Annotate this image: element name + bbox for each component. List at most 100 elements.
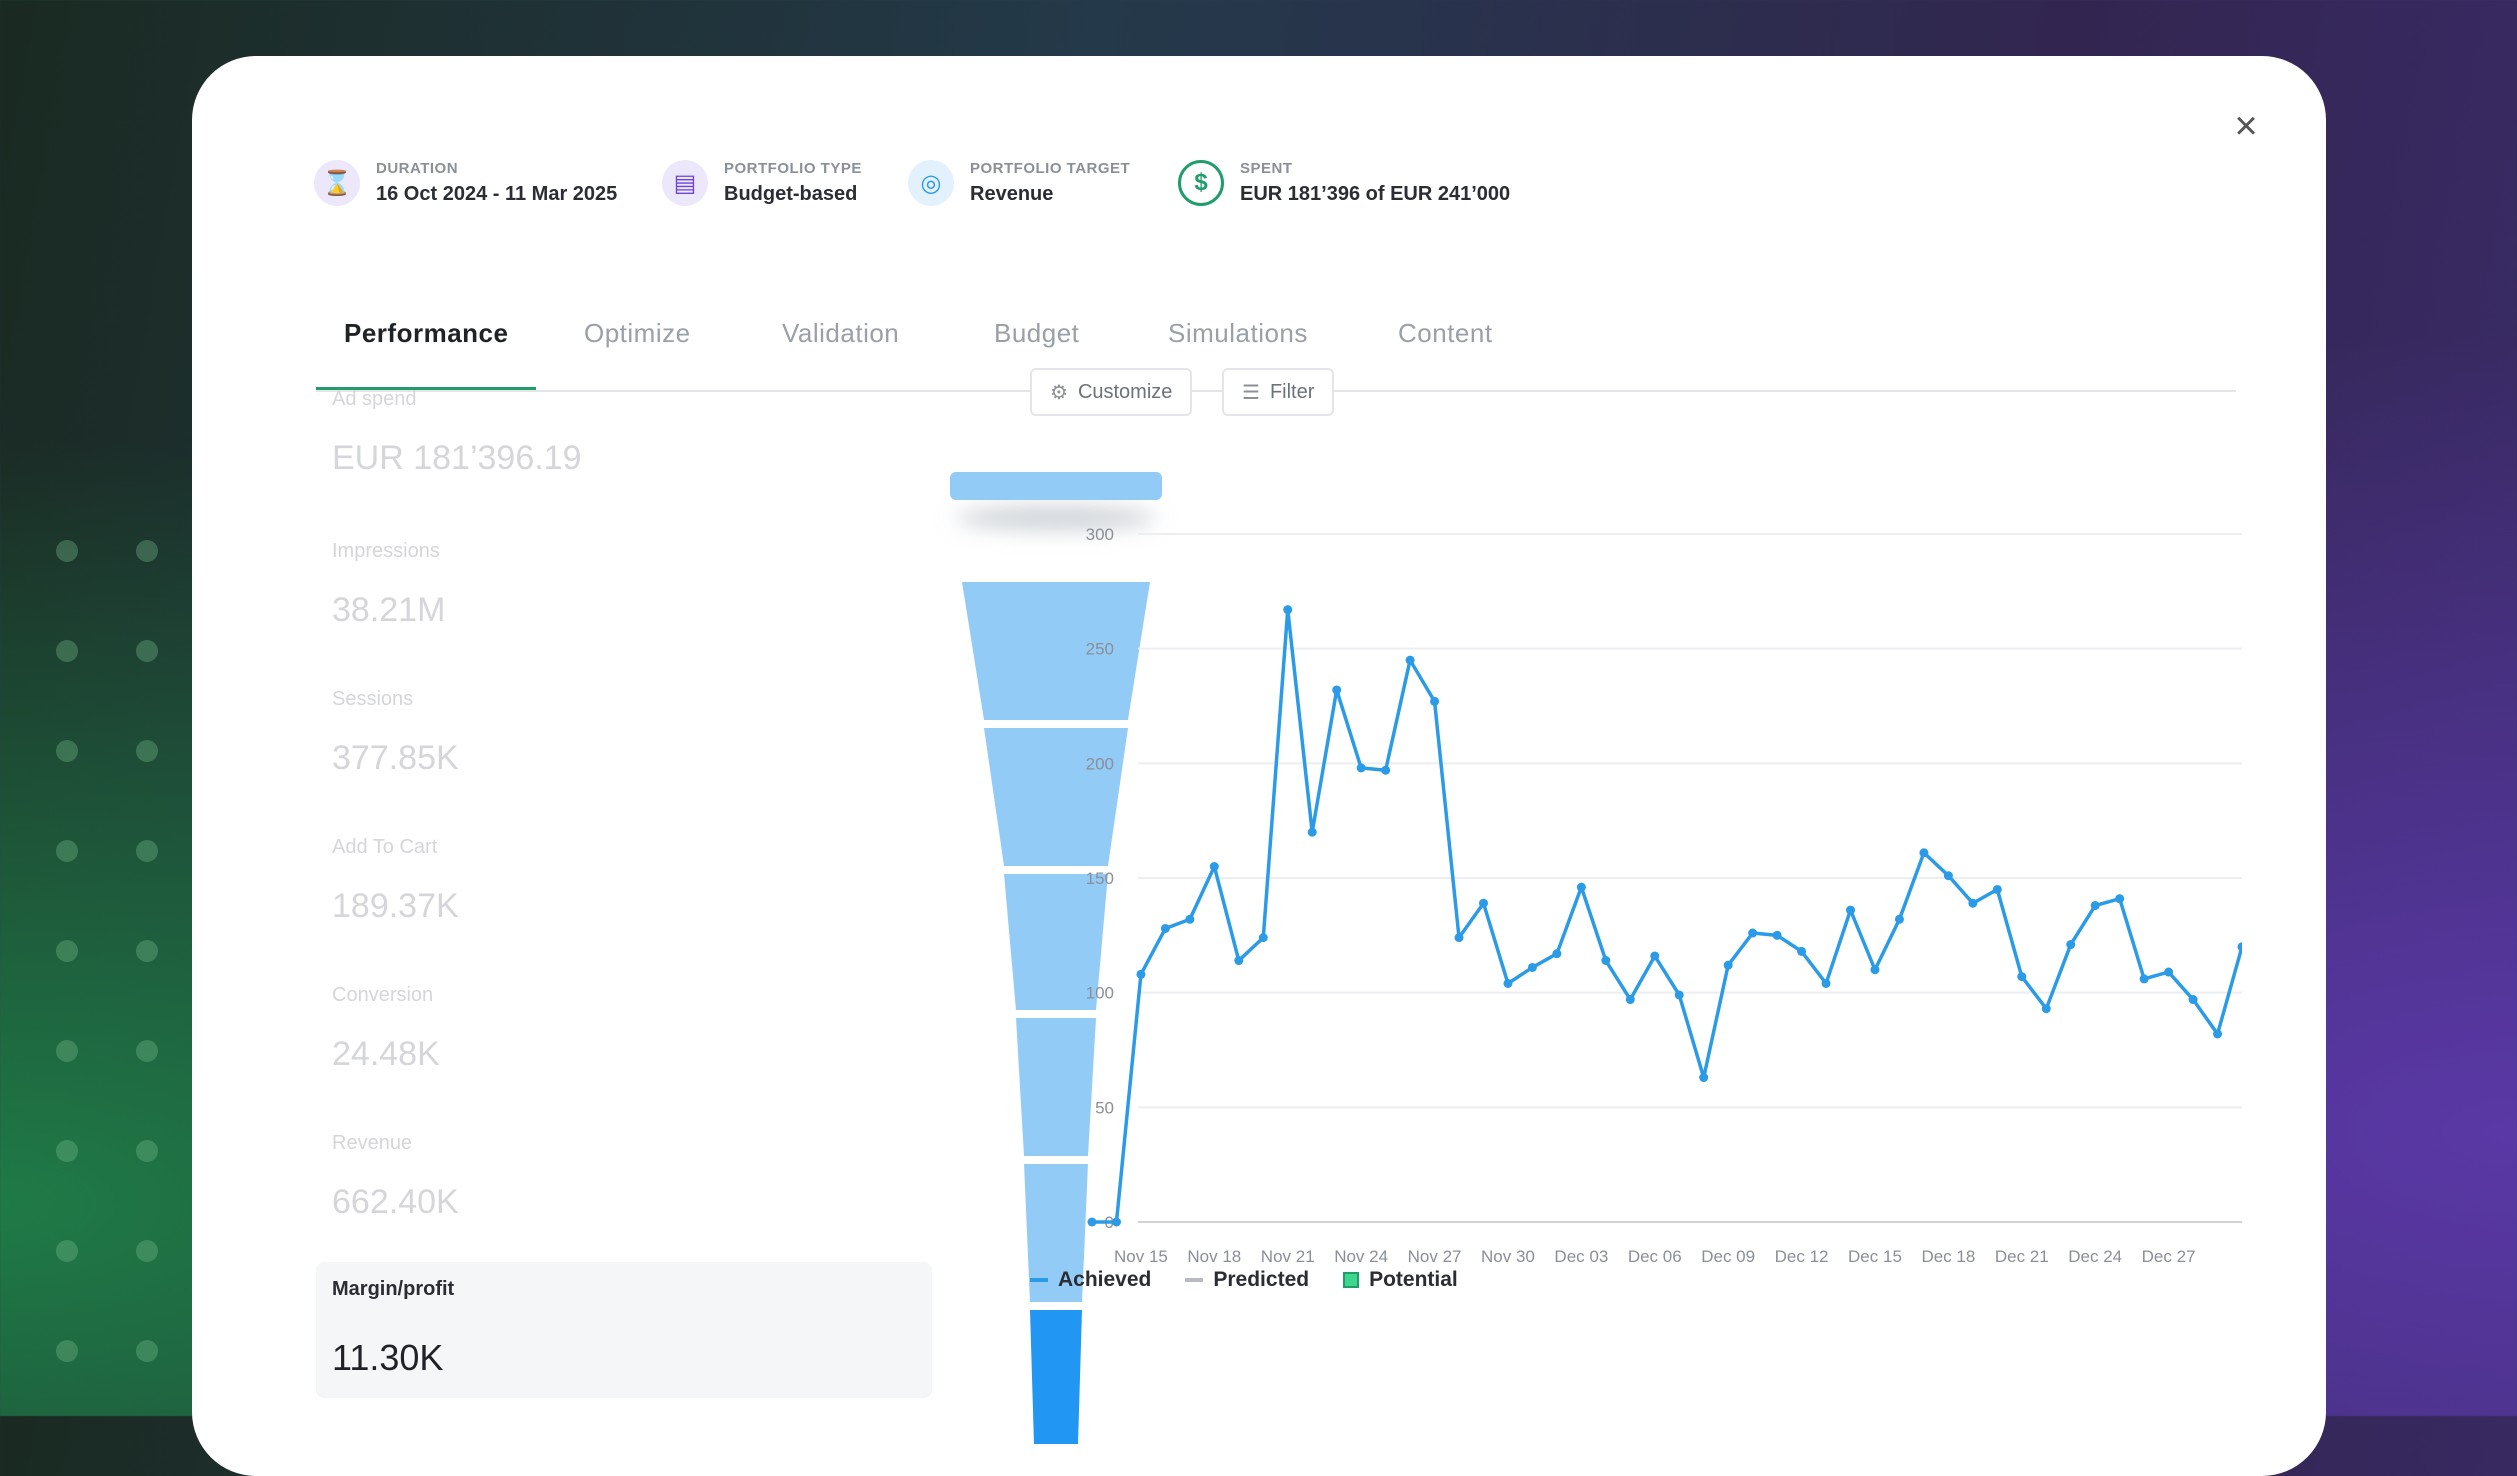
data-point[interactable] (2066, 940, 2076, 950)
funnel-segment-impressions (962, 582, 1150, 720)
data-point[interactable] (1748, 928, 1758, 938)
legend-achieved[interactable]: Achieved (1030, 1268, 1151, 1292)
metric-name: Sessions (332, 688, 414, 710)
data-point[interactable] (2017, 972, 2027, 982)
metric-impressions[interactable]: Impressions 38.21M (332, 540, 752, 630)
data-point[interactable] (1870, 965, 1880, 975)
legend-predicted[interactable]: Predicted (1185, 1268, 1309, 1292)
metric-conversion[interactable]: Conversion 24.48K (332, 984, 752, 1074)
metric-name: Impressions (332, 540, 440, 562)
x-tick-label: Nov 21 (1261, 1247, 1315, 1266)
data-point[interactable] (1356, 763, 1366, 773)
data-point[interactable] (1968, 898, 1978, 908)
tab-optimize[interactable]: Optimize (584, 317, 691, 348)
filter-label: Filter (1269, 380, 1315, 403)
data-point[interactable] (2213, 1029, 2223, 1039)
data-point[interactable] (1087, 1217, 1097, 1227)
gear-icon: ⚙ (1050, 381, 1068, 404)
meta-label: PORTFOLIO TYPE (724, 160, 862, 177)
data-point[interactable] (2237, 942, 2243, 952)
meta-value: EUR 181’396 of EUR 241’000 (1240, 183, 1511, 205)
data-point[interactable] (1797, 946, 1807, 956)
data-point[interactable] (1332, 685, 1342, 695)
data-point[interactable] (1943, 871, 1953, 881)
meta-value: Revenue (970, 183, 1054, 205)
tab-simulations[interactable]: Simulations (1168, 317, 1308, 348)
funnel-segment-conversion (1016, 1018, 1096, 1156)
x-tick-label: Nov 24 (1334, 1247, 1388, 1266)
funnel-segment-sessions (984, 728, 1128, 866)
data-point[interactable] (1503, 978, 1513, 988)
tab-validation[interactable]: Validation (782, 317, 900, 348)
meta-portfolio-type: ▤ PORTFOLIO TYPE Budget-based (662, 148, 862, 218)
metric-revenue[interactable]: Revenue 662.40K (332, 1132, 752, 1222)
customize-button[interactable]: ⚙ Customize (1030, 368, 1193, 416)
data-point[interactable] (1894, 914, 1904, 924)
data-point[interactable] (1283, 605, 1293, 615)
funnel-segment-add-to-cart (1004, 874, 1108, 1010)
funnel-graphic (950, 472, 1162, 1444)
data-point[interactable] (1576, 882, 1586, 892)
metric-name: Ad spend (332, 388, 417, 410)
data-point[interactable] (1650, 951, 1660, 961)
data-point[interactable] (1430, 696, 1440, 706)
tab-content[interactable]: Content (1398, 317, 1493, 348)
x-tick-label: Dec 21 (1995, 1247, 2049, 1266)
funnel-segment-ad-spend (950, 472, 1162, 500)
tab-performance[interactable]: Performance (315, 278, 538, 390)
data-point[interactable] (1307, 827, 1317, 837)
data-point[interactable] (1772, 930, 1782, 940)
y-tick-label: 150 (1086, 869, 1114, 888)
metric-name: Revenue (332, 1132, 413, 1154)
data-point[interactable] (1234, 956, 1244, 966)
data-point[interactable] (1919, 848, 1929, 858)
data-point[interactable] (1821, 978, 1831, 988)
data-point[interactable] (1478, 898, 1488, 908)
tab-budget[interactable]: Budget (994, 317, 1080, 348)
metric-name: Add To Cart (332, 836, 438, 858)
data-point[interactable] (1136, 969, 1146, 979)
meta-portfolio-target: ◎ PORTFOLIO TARGET Revenue (908, 148, 1130, 218)
data-point[interactable] (2139, 974, 2149, 984)
metric-ad-spend[interactable]: Ad spend EUR 181’396.19 (332, 388, 752, 478)
data-point[interactable] (2164, 967, 2174, 977)
data-point[interactable] (1699, 1073, 1709, 1083)
data-point[interactable] (1552, 949, 1562, 959)
data-point[interactable] (1185, 914, 1195, 924)
data-point[interactable] (1405, 655, 1415, 665)
data-point[interactable] (1723, 960, 1733, 970)
data-point[interactable] (1674, 990, 1684, 1000)
data-point[interactable] (1258, 933, 1268, 943)
close-icon[interactable]: × (2234, 104, 2258, 148)
data-point[interactable] (1381, 765, 1391, 775)
data-point[interactable] (1111, 1217, 1121, 1227)
data-point[interactable] (1601, 956, 1611, 966)
x-tick-label: Dec 15 (1848, 1247, 1902, 1266)
metric-value: 377.85K (332, 739, 459, 777)
data-point[interactable] (2188, 995, 2198, 1005)
metric-sessions[interactable]: Sessions 377.85K (332, 688, 752, 778)
data-point[interactable] (1992, 884, 2002, 894)
data-point[interactable] (1160, 923, 1170, 933)
data-point[interactable] (2090, 901, 2100, 911)
data-point[interactable] (1454, 933, 1464, 943)
metric-add-to-cart[interactable]: Add To Cart 189.37K (332, 836, 752, 926)
funnel-segment-revenue (1024, 1164, 1088, 1302)
data-point[interactable] (1625, 995, 1635, 1005)
data-point[interactable] (1527, 962, 1537, 972)
metric-margin-profit[interactable]: Margin/profit 11.30K (316, 1262, 932, 1398)
legend-label: Potential (1369, 1268, 1458, 1291)
metric-value: 189.37K (332, 887, 459, 925)
data-point[interactable] (2041, 1004, 2051, 1014)
filter-button[interactable]: ☰ Filter (1222, 368, 1335, 416)
portfolio-modal: × ⌛ DURATION 16 Oct 2024 - 11 Mar 2025 ▤… (192, 56, 2326, 1476)
data-point[interactable] (1846, 905, 1856, 915)
x-tick-label: Dec 27 (2142, 1247, 2196, 1266)
legend-potential[interactable]: Potential (1343, 1268, 1458, 1292)
x-tick-label: Dec 18 (1921, 1247, 1975, 1266)
y-tick-label: 200 (1086, 754, 1114, 773)
x-tick-label: Nov 18 (1187, 1247, 1241, 1266)
data-point[interactable] (1209, 862, 1219, 872)
data-point[interactable] (2115, 894, 2125, 904)
